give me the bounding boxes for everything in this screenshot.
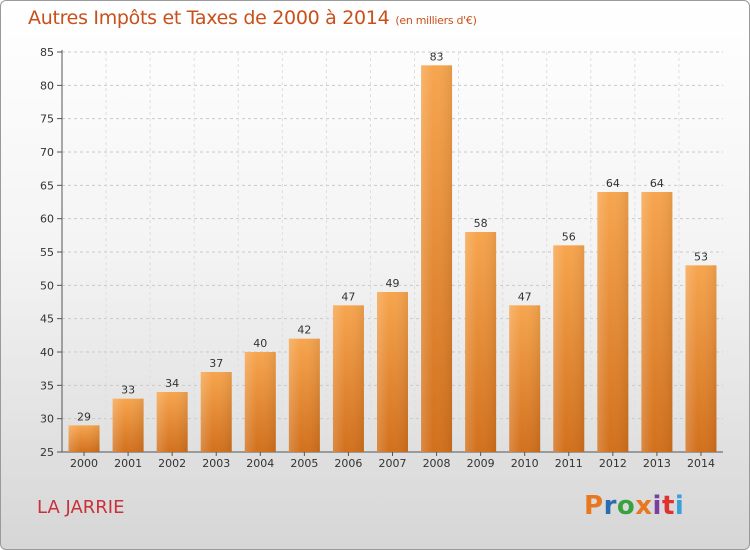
data-label: 34 (165, 377, 179, 390)
bar-shade (597, 192, 629, 452)
data-label: 40 (253, 337, 267, 350)
x-tick-label: 2001 (114, 457, 142, 470)
y-tick-label: 55 (40, 246, 54, 259)
bar-shade (68, 425, 100, 452)
bar-shade (112, 398, 144, 452)
data-label: 64 (650, 177, 664, 190)
y-tick-label: 65 (40, 179, 54, 192)
y-tick-label: 60 (40, 213, 54, 226)
data-label: 29 (77, 410, 91, 423)
data-label: 47 (518, 290, 532, 303)
y-tick-label: 75 (40, 113, 54, 126)
data-label: 42 (297, 324, 311, 337)
data-label: 33 (121, 384, 135, 397)
bar-shade (641, 192, 673, 452)
logo-letter: o (616, 491, 636, 521)
bar-shade (200, 372, 232, 452)
bar-shade (509, 305, 541, 452)
y-tick-label: 25 (40, 446, 54, 459)
x-tick-label: 2011 (555, 457, 583, 470)
x-tick-label: 2012 (599, 457, 627, 470)
chart-title: Autres Impôts et Taxes de 2000 à 2014 (en… (28, 7, 477, 29)
logo-letter: P (584, 491, 604, 521)
title-subtitle: (en milliers d'€) (395, 14, 477, 27)
x-tick-label: 2000 (70, 457, 98, 470)
data-label: 47 (341, 290, 355, 303)
logo-letter: r (603, 491, 617, 521)
logo-letter: t (661, 491, 675, 521)
bar-layer (68, 65, 717, 452)
x-tick-label: 2014 (687, 457, 715, 470)
bar-shade (553, 245, 585, 452)
y-tick-label: 70 (40, 146, 54, 159)
logo-letter: x (635, 491, 653, 521)
x-tick-label: 2004 (246, 457, 274, 470)
data-label: 53 (694, 250, 708, 263)
bar-shade (685, 265, 717, 452)
x-tick-label: 2009 (467, 457, 495, 470)
x-tick-label: 2005 (290, 457, 318, 470)
bar-shade (377, 292, 408, 452)
logo-letter: i (652, 491, 662, 521)
data-label: 49 (386, 277, 400, 290)
bar-shade (332, 305, 364, 452)
data-label: 64 (606, 177, 620, 190)
bar-shade (465, 232, 497, 452)
y-tick-label: 85 (40, 46, 54, 59)
y-tick-label: 30 (40, 413, 54, 426)
bar-shade (156, 392, 188, 452)
bar-shade (288, 338, 320, 452)
y-tick-label: 40 (40, 346, 54, 359)
x-tick-label: 2002 (158, 457, 186, 470)
y-tick-label: 50 (40, 279, 54, 292)
y-tick-label: 35 (40, 379, 54, 392)
x-tick-label: 2008 (423, 457, 451, 470)
logo-letter: i (674, 491, 685, 521)
x-tick-label: 2007 (379, 457, 407, 470)
bar-shade (244, 352, 276, 452)
title-text: Autres Impôts et Taxes de 2000 à 2014 (28, 7, 390, 29)
x-tick-label: 2013 (643, 457, 671, 470)
y-tick-label: 45 (40, 313, 54, 326)
data-label: 56 (562, 230, 576, 243)
data-label: 83 (430, 50, 444, 63)
data-label: 37 (209, 357, 223, 370)
axis-layer: 25 30 35 40 45 50 55 60 65 70 75 80 85 2000 2001 2002 20… (40, 46, 723, 470)
x-tick-label: 2006 (334, 457, 362, 470)
label-layer: 29 33 34 37 40 42 47 49 83 58 47 56 64 64 53 (77, 50, 708, 423)
commune-name: LA JARRIE (37, 497, 125, 518)
data-label: 58 (474, 217, 488, 230)
proxiti-logo[interactable]: Proxiti (584, 491, 684, 521)
x-tick-label: 2010 (511, 457, 539, 470)
y-tick-label: 80 (40, 79, 54, 92)
x-tick-label: 2003 (202, 457, 230, 470)
bar-shade (421, 65, 453, 452)
